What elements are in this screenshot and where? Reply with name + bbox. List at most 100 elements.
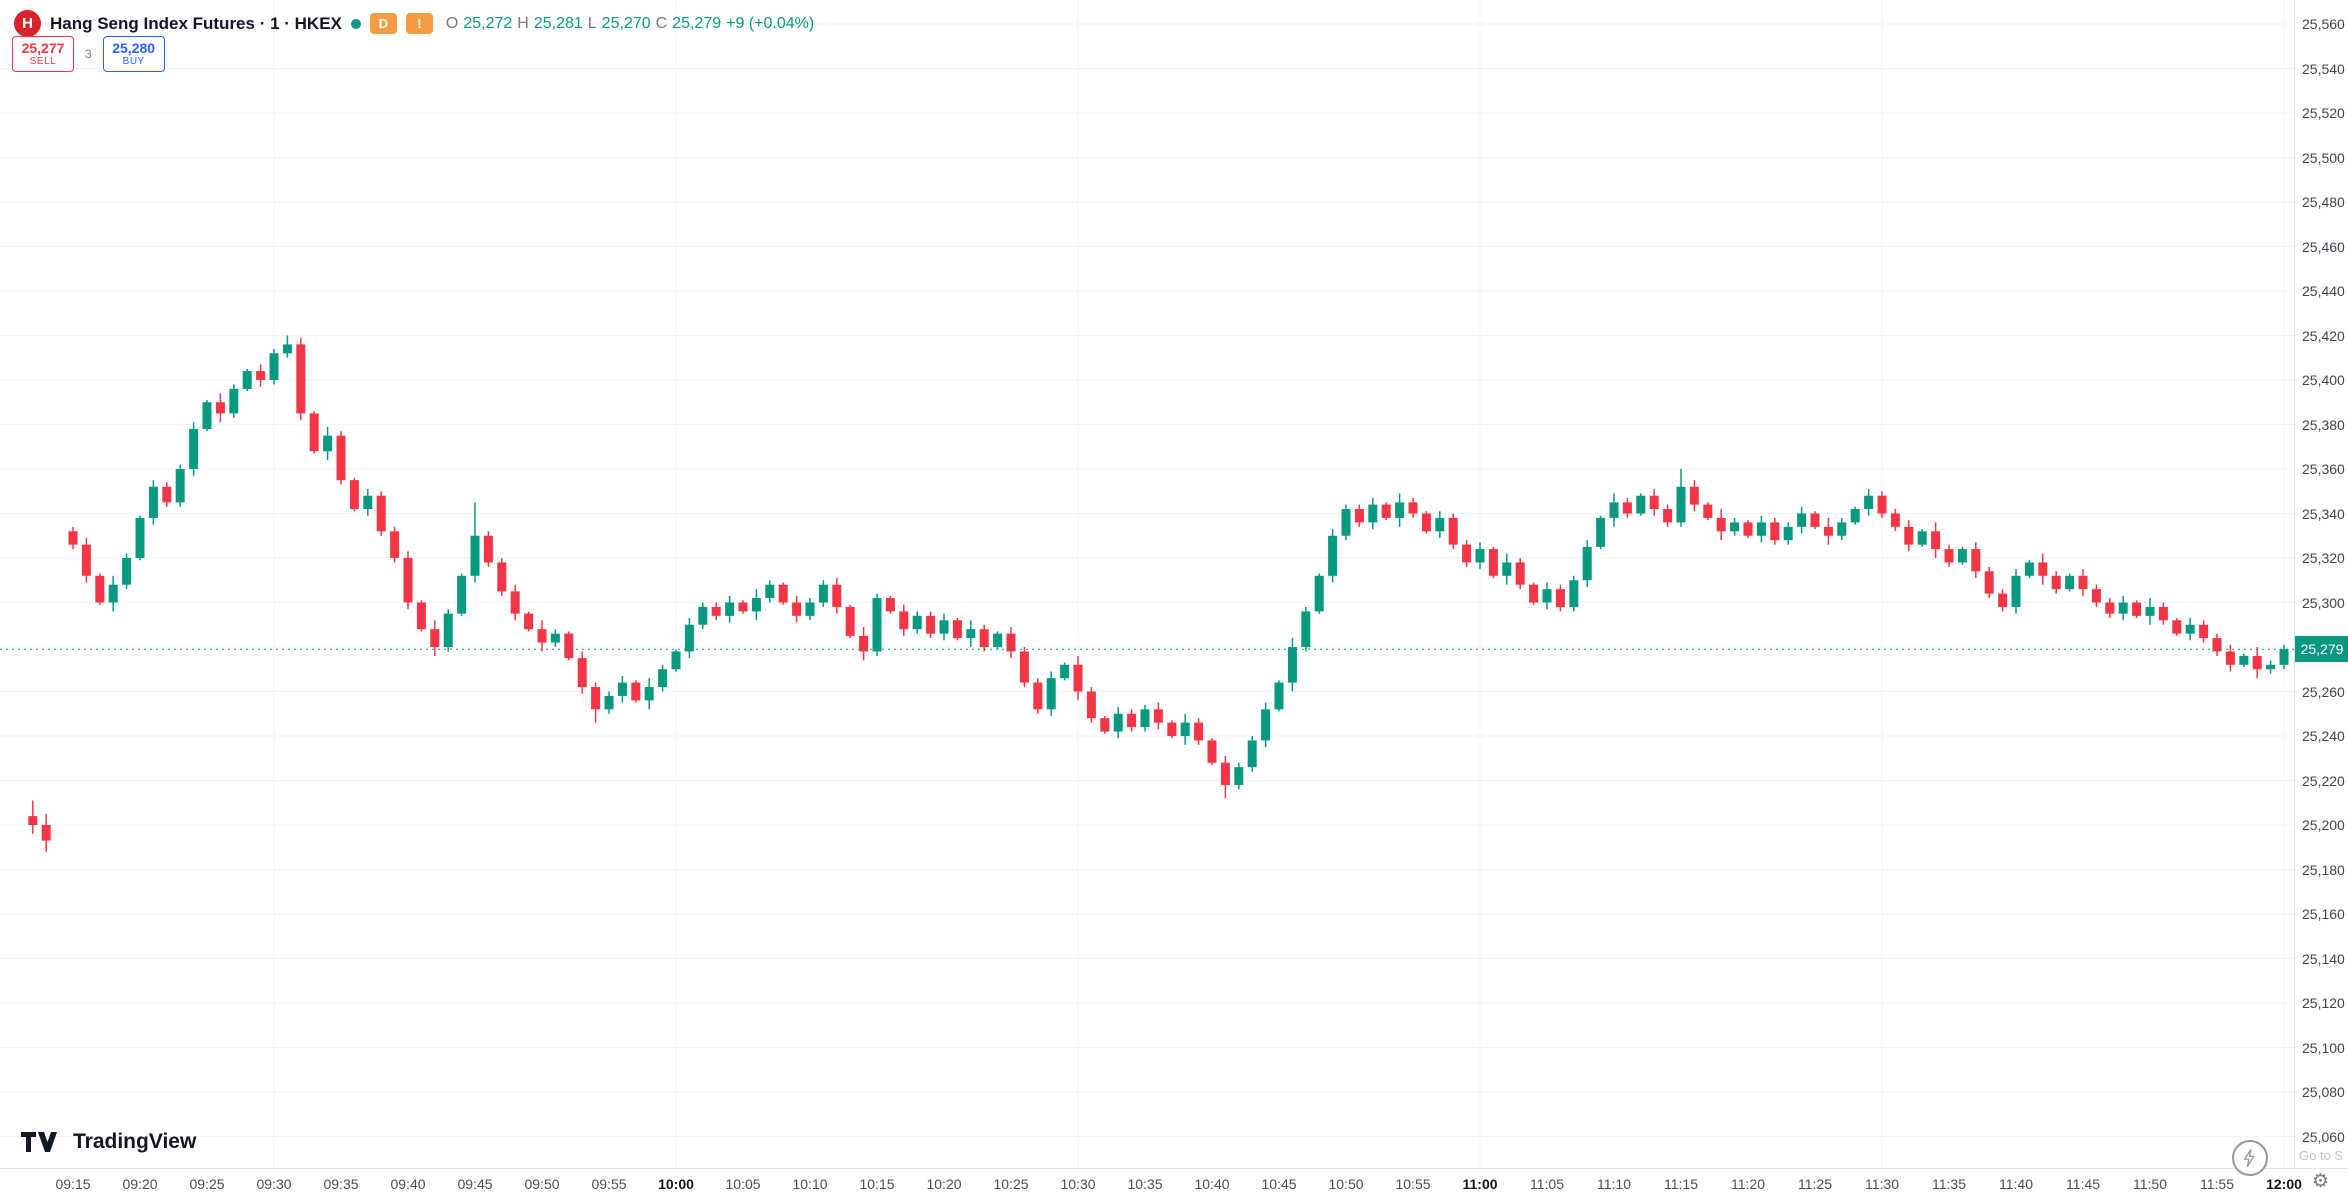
candle-body xyxy=(1877,495,1887,514)
candle-body xyxy=(1555,589,1565,607)
price-label: 25,260 xyxy=(2302,683,2345,700)
candle-body xyxy=(966,629,976,639)
candle-body xyxy=(1033,682,1043,710)
time-label: 10:55 xyxy=(1395,1176,1431,1192)
candlestick-series xyxy=(28,335,2289,852)
candle-body xyxy=(1408,502,1418,514)
candle-body xyxy=(1890,513,1900,527)
candle-body xyxy=(1140,709,1150,728)
tradingview-mark-icon xyxy=(21,1132,57,1152)
candle-body xyxy=(1971,549,1981,572)
price-label: 25,160 xyxy=(2302,906,2345,922)
time-label: 09:55 xyxy=(591,1176,627,1192)
time-label: 10:25 xyxy=(993,1176,1029,1192)
symbol-logo[interactable]: H xyxy=(14,10,41,37)
grid xyxy=(0,0,2294,1168)
price-label: 25,500 xyxy=(2302,149,2345,166)
axis-settings-gear-icon[interactable]: ⚙ xyxy=(2312,1170,2330,1192)
time-label: 09:40 xyxy=(390,1176,426,1192)
alert-badge[interactable]: ! xyxy=(405,13,433,34)
time-label: 12:00 xyxy=(2266,1176,2302,1192)
buy-button[interactable]: 25,280 BUY xyxy=(102,36,165,72)
time-label: 11:25 xyxy=(1798,1176,1832,1192)
candle-body xyxy=(1542,589,1552,603)
time-label: 10:30 xyxy=(1060,1176,1096,1192)
price-label: 25,100 xyxy=(2302,1039,2345,1056)
candle-body xyxy=(1984,571,1994,594)
candle-body xyxy=(416,602,426,630)
sell-button[interactable]: 25,277 SELL xyxy=(12,36,74,72)
candle-body xyxy=(872,598,882,652)
lightning-icon xyxy=(2243,1149,2255,1167)
candle-body xyxy=(189,428,199,469)
delayed-data-badge[interactable]: D xyxy=(369,13,397,34)
candle-body xyxy=(1301,611,1311,647)
candle-body xyxy=(2105,602,2115,614)
tradingview-logo[interactable]: TradingView xyxy=(20,1130,196,1154)
candle-body xyxy=(2252,655,2262,670)
candle-body xyxy=(122,558,132,585)
time-label: 10:05 xyxy=(725,1176,761,1192)
close-label: C xyxy=(655,14,668,32)
price-label: 25,180 xyxy=(2302,861,2345,878)
price-label: 25,440 xyxy=(2302,283,2345,299)
candle-body xyxy=(711,606,721,616)
price-label: 25,240 xyxy=(2302,728,2345,744)
candle-body xyxy=(309,413,319,452)
candle-body xyxy=(175,469,185,503)
price-label: 25,460 xyxy=(2302,238,2345,255)
candle-body xyxy=(1823,526,1833,536)
price-axis[interactable]: 25,279 Go to S 25,560 25,540 25,520 25,500 2… xyxy=(2294,0,2348,1168)
candle-body xyxy=(926,615,936,634)
candle-body xyxy=(805,602,815,616)
candle-body xyxy=(1261,709,1271,741)
candle-body xyxy=(202,402,212,429)
symbol-title[interactable]: Hang Seng Index Futures · 1 · HKEX xyxy=(50,13,342,33)
time-label: 11:50 xyxy=(2133,1176,2167,1192)
time-label: 10:15 xyxy=(859,1176,895,1192)
price-label: 25,340 xyxy=(2302,505,2345,522)
candle-body xyxy=(899,611,909,630)
candle-body xyxy=(818,584,828,603)
candle-body xyxy=(1180,722,1190,736)
candle-body xyxy=(68,531,78,545)
candle-body xyxy=(1931,531,1941,550)
candle-body xyxy=(2279,649,2289,665)
time-label: 09:25 xyxy=(189,1176,225,1192)
time-label: 09:30 xyxy=(256,1176,292,1192)
partial-text: Go to S xyxy=(2299,1148,2344,1163)
candle-body xyxy=(684,624,694,652)
low-value: 25,270 xyxy=(601,14,651,32)
price-label: 25,520 xyxy=(2302,105,2345,121)
time-label: 10:40 xyxy=(1194,1176,1230,1192)
candle-body xyxy=(792,602,802,616)
time-axis[interactable]: 09:15 09:20 09:25 09:30 09:35 09:40 09:45 09:50… xyxy=(0,1168,2348,1198)
time-label: 11:30 xyxy=(1865,1176,1899,1192)
time-label: 10:35 xyxy=(1127,1176,1163,1192)
candle-body xyxy=(1234,767,1244,785)
time-label: 09:45 xyxy=(457,1176,493,1192)
price-label: 25,360 xyxy=(2302,461,2345,477)
candle-body xyxy=(1287,647,1297,683)
candle-body xyxy=(1716,517,1726,532)
price-label: 25,220 xyxy=(2302,772,2345,789)
candle-body xyxy=(1529,584,1539,603)
candle-body xyxy=(738,602,748,612)
time-label: 09:15 xyxy=(55,1176,91,1192)
candle-body xyxy=(1194,722,1204,741)
candle-body xyxy=(1944,549,1954,563)
candle-body xyxy=(725,602,735,616)
candle-body xyxy=(1073,664,1083,692)
candle-body xyxy=(470,535,480,576)
candle-body xyxy=(1810,513,1820,527)
ohlc-readout: O 25,272 H 25,281 L 25,270 C 25,279 +9 (… xyxy=(446,15,814,33)
instant-trading-button[interactable] xyxy=(2232,1140,2268,1176)
candle-body xyxy=(2011,575,2021,607)
candle-body xyxy=(604,695,614,710)
candle-body xyxy=(390,531,400,558)
candle-body xyxy=(162,486,172,503)
buy-label: BUY xyxy=(122,56,145,68)
candle-body xyxy=(215,402,225,414)
candle-body xyxy=(135,517,145,558)
